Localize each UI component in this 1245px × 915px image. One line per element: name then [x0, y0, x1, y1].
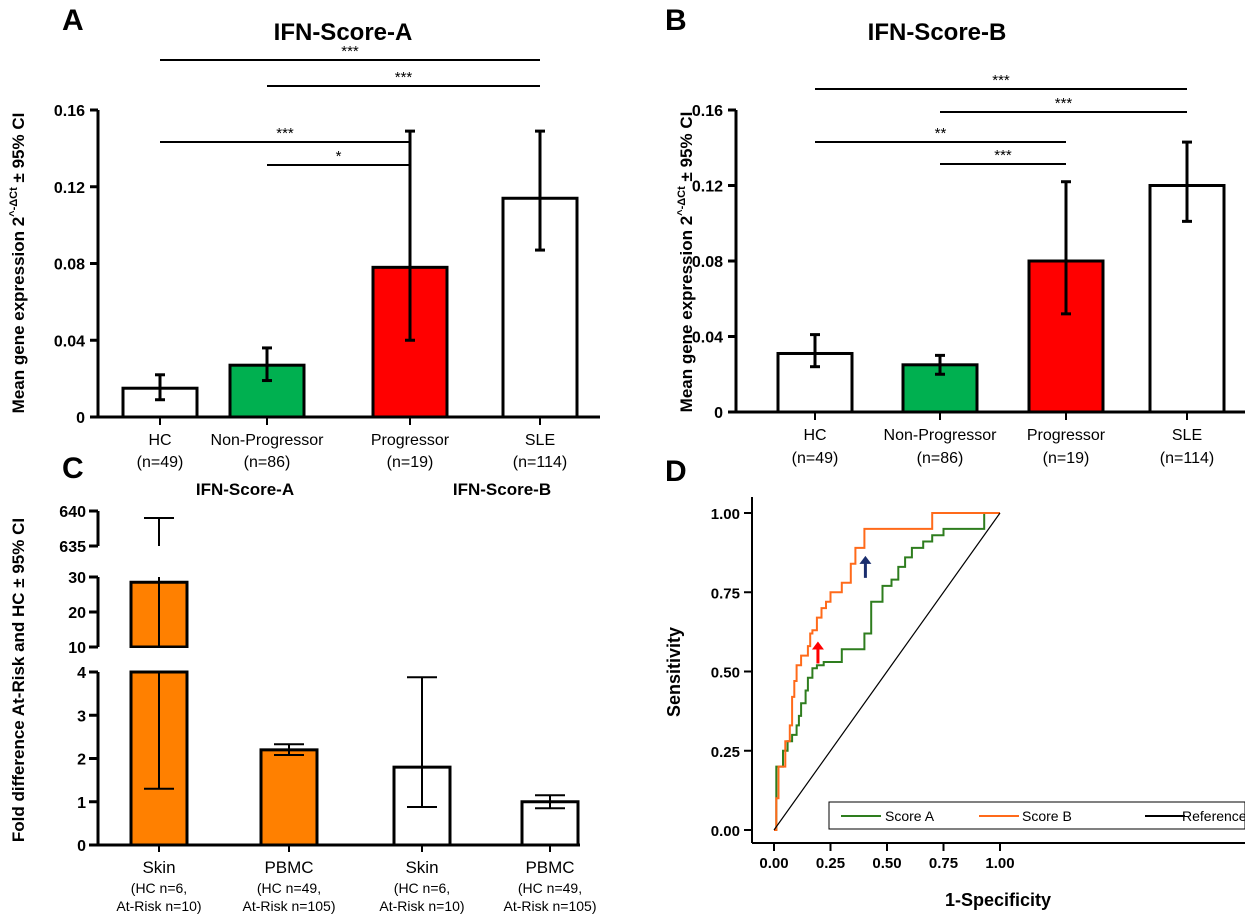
panel-b-category-n: (n=114) [1160, 450, 1214, 467]
panel-b-category-n: (n=49) [792, 450, 839, 467]
panel-d-arrow-head [859, 555, 872, 564]
panel-b-significance-label: *** [994, 147, 1012, 164]
panel-a-letter: A [62, 4, 84, 37]
panel-a-ylabel-suffix: ± 95% CI [9, 113, 28, 188]
panel-a-significance-label: *** [395, 69, 413, 86]
panel-c-y-tick-label: 3 [77, 708, 86, 725]
panel-a-significance-label: *** [341, 43, 359, 60]
panel-a-y-tick-label: 0.08 [54, 257, 85, 274]
panel-c-category-sub: (HC n=49, [257, 880, 321, 896]
panel-b-category-label: SLE [1172, 427, 1202, 444]
panel-a-category-n: (n=49) [137, 454, 184, 471]
panel-d-series-score-b [774, 512, 1000, 831]
panel-b-letter: B [665, 4, 687, 37]
panel-a-ylabel-main: Mean gene expression 2 [9, 217, 28, 414]
panel-d-x-tick-label: 1.00 [985, 855, 1014, 872]
panel-c-y-axis-label: Fold difference At-Risk and HC ± 95% CI [9, 518, 28, 842]
panel-a-y-axis-label: Mean gene expression 2^-ΔCt ± 95% CI [8, 113, 28, 414]
panel-c-category-label: Skin [142, 858, 175, 877]
panel-d-x-tick-label: 0.00 [759, 855, 788, 872]
panel-d-y-axis-label: Sensitivity [664, 627, 684, 717]
panel-a-y-tick-label: 0 [76, 410, 85, 427]
panel-d-legend-label: Score A [885, 808, 935, 824]
panel-c-bar [259, 748, 319, 847]
panel-a-y-tick-label: 0.16 [54, 103, 85, 120]
panel-d-y-tick-label: 0.00 [711, 823, 740, 840]
panel-b-ylabel-sup: ^-ΔCt [676, 186, 688, 216]
panel-d-x-tick-label: 0.25 [816, 855, 845, 872]
panel-c-category-label: PBMC [525, 858, 574, 877]
panel-c-group-label: IFN-Score-A [196, 480, 294, 499]
panel-a-y-tick-label: 0.12 [54, 180, 85, 197]
panel-d-y-tick-label: 1.00 [711, 506, 740, 523]
panel-a-category-label: Non-Progressor [211, 432, 325, 449]
panel-a-title: IFN-Score-A [274, 19, 413, 46]
panel-b-bar [1148, 184, 1226, 414]
panel-b-significance-label: ** [935, 125, 947, 142]
panel-c-category-sub: (HC n=6, [131, 880, 187, 896]
panel-a-category-n: (n=19) [387, 454, 434, 471]
panel-b-significance-label: *** [1055, 95, 1073, 112]
panel-c-y-tick-label: 635 [59, 539, 86, 556]
panel-b-y-tick-label: 0.16 [692, 103, 723, 120]
panel-c-category-sub: (HC n=49, [518, 880, 582, 896]
panel-a-category-label: Progressor [371, 432, 450, 449]
panel-c-y-tick-label: 20 [68, 605, 86, 622]
panel-b-significance-label: *** [992, 72, 1010, 89]
panel-c-y-tick-label: 0 [77, 838, 86, 855]
panel-a-category-label: SLE [525, 432, 555, 449]
panel-b-y-tick-label: 0 [714, 405, 723, 422]
panel-a-ylabel-sup: ^-ΔCt [8, 187, 20, 217]
panel-d-y-tick-label: 0.25 [711, 744, 740, 761]
panel-c-y-tick-label: 4 [77, 665, 86, 682]
panel-b-category-n: (n=19) [1043, 450, 1090, 467]
panel-c-category-sub: At-Risk n=105) [243, 898, 336, 914]
panel-a-category-n: (n=114) [513, 454, 567, 471]
panel-c-y-tick-label: 1 [77, 795, 86, 812]
panel-c-category-sub: At-Risk n=105) [504, 898, 597, 914]
panel-b-ylabel-main: Mean gene expression 2 [677, 216, 696, 413]
panel-b-category-label: HC [803, 427, 826, 444]
panel-d-x-tick-label: 0.50 [872, 855, 901, 872]
panel-b-y-tick-label: 0.04 [692, 330, 723, 347]
panel-d-x-axis-label: 1-Specificity [945, 890, 1051, 910]
panel-b-title: IFN-Score-B [868, 19, 1007, 46]
panel-c-y-tick-label: 640 [59, 504, 86, 521]
panel-d-y-tick-label: 0.75 [711, 585, 740, 602]
panel-c-category-sub: At-Risk n=10) [116, 898, 201, 914]
panel-c-y-tick-label: 30 [68, 570, 86, 587]
panel-d-x-tick-label: 0.75 [929, 855, 958, 872]
panel-d-y-tick-label: 0.50 [711, 665, 740, 682]
panel-c-category-label: PBMC [264, 858, 313, 877]
panel-a-significance-label: *** [276, 125, 294, 142]
panel-c-axis-break [127, 648, 191, 670]
panel-c-category-label: Skin [405, 858, 438, 877]
panel-c-letter: C [62, 452, 84, 485]
panel-b-y-tick-label: 0.08 [692, 254, 723, 271]
panel-c-category-sub: At-Risk n=10) [379, 898, 464, 914]
panel-b-category-label: Progressor [1027, 427, 1106, 444]
panel-d-legend-label: Reference [1182, 808, 1245, 824]
panel-a-y-tick-label: 0.04 [54, 333, 85, 350]
panel-d-letter: D [665, 455, 687, 488]
panel-d-legend-label: Score B [1022, 808, 1072, 824]
panel-b-category-n: (n=86) [917, 450, 964, 467]
panel-c-y-tick-label: 10 [68, 640, 86, 657]
panel-c-y-tick-label: 2 [77, 752, 86, 769]
panel-a-category-n: (n=86) [244, 454, 291, 471]
panel-b-y-tick-label: 0.12 [692, 179, 723, 196]
panel-a-category-label: HC [148, 432, 171, 449]
panel-c-category-sub: (HC n=6, [394, 880, 450, 896]
panel-d-series-reference [773, 512, 1001, 831]
panel-b-y-axis-label: Mean gene expression 2^-ΔCt ± 95% CI [676, 112, 696, 413]
panel-b-ylabel-suffix: ± 95% CI [677, 112, 696, 187]
panel-a-significance-label: * [336, 148, 342, 165]
panel-c-group-label: IFN-Score-B [453, 480, 551, 499]
panel-d-series-score-a [774, 512, 1000, 831]
panel-b-category-label: Non-Progressor [884, 427, 998, 444]
panel-d-arrow-head [811, 641, 824, 650]
